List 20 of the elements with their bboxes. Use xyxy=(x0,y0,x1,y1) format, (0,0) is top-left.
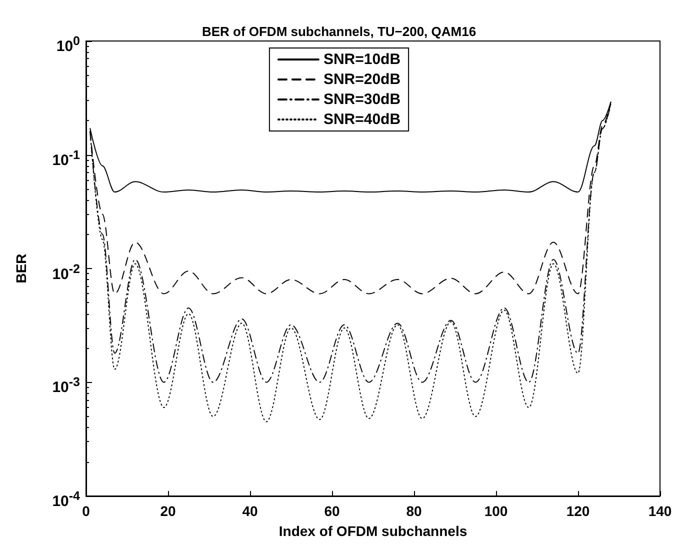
x-tick-label: 20 xyxy=(160,503,176,519)
legend-label: SNR=40dB xyxy=(323,111,401,128)
y-tick-label: 10$^{0}$ xyxy=(56,33,80,55)
chart-title: BER of OFDM subchannels, TU−200, QAM16 xyxy=(202,24,476,39)
x-tick-label: 60 xyxy=(324,503,340,519)
x-tick-label: 0 xyxy=(82,503,90,519)
y-axis-title: BER xyxy=(13,254,29,284)
x-tick-label: 120 xyxy=(566,503,590,519)
y-tick-label: 10$^{-1}$ xyxy=(52,146,80,169)
y-tick-label: 10$^{-3}$ xyxy=(52,374,80,396)
x-tick-label: 140 xyxy=(648,503,672,519)
y-tick-label: 10$^{-2}$ xyxy=(52,260,80,282)
legend-label: SNR=30dB xyxy=(323,91,401,108)
legend-label: SNR=20dB xyxy=(323,71,401,88)
legend-label: SNR=10dB xyxy=(323,51,401,68)
x-tick-label: 40 xyxy=(242,503,258,519)
x-axis-title: Index of OFDM subchannels xyxy=(278,523,468,539)
x-tick-label: 100 xyxy=(484,503,508,519)
y-tick-label: 10$^{-4}$ xyxy=(52,488,80,510)
x-tick-label: 80 xyxy=(406,503,422,519)
